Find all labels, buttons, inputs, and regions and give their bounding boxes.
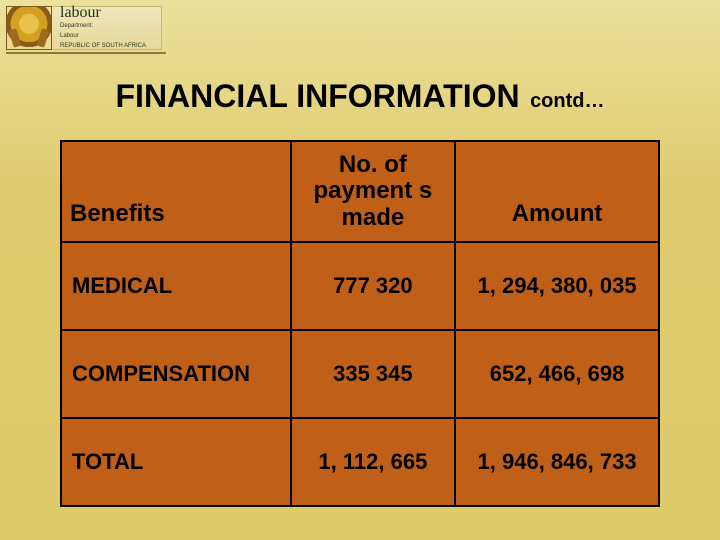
col-header-payments: No. of payment s made (291, 141, 455, 242)
dept-label-block: labour Department: Labour REPUBLIC OF SO… (52, 6, 162, 50)
table-row: TOTAL 1, 112, 665 1, 946, 846, 733 (61, 418, 659, 506)
title-main: FINANCIAL INFORMATION (116, 78, 520, 114)
dept-name: labour (60, 5, 149, 21)
dept-logo-bar: labour Department: Labour REPUBLIC OF SO… (6, 6, 162, 50)
table-row: MEDICAL 777 320 1, 294, 380, 035 (61, 242, 659, 330)
dept-sub3: REPUBLIC OF SOUTH AFRICA (60, 43, 149, 51)
dept-sub1: Department: (60, 23, 149, 31)
header-divider (6, 52, 166, 54)
cell-amount: 652, 466, 698 (455, 330, 659, 418)
cell-amount: 1, 294, 380, 035 (455, 242, 659, 330)
cell-payments: 1, 112, 665 (291, 418, 455, 506)
cell-amount: 1, 946, 846, 733 (455, 418, 659, 506)
cell-benefit: MEDICAL (61, 242, 291, 330)
col-header-benefits: Benefits (61, 141, 291, 242)
slide-title: FINANCIAL INFORMATION contd… (0, 78, 720, 115)
col-header-amount: Amount (455, 141, 659, 242)
title-contd: contd… (530, 90, 604, 112)
cell-payments: 777 320 (291, 242, 455, 330)
financial-table: Benefits No. of payment s made Amount ME… (60, 140, 660, 507)
coat-of-arms-icon (6, 6, 52, 50)
cell-benefit: COMPENSATION (61, 330, 291, 418)
dept-sub2: Labour (60, 33, 149, 41)
table-header-row: Benefits No. of payment s made Amount (61, 141, 659, 242)
cell-payments: 335 345 (291, 330, 455, 418)
table-row: COMPENSATION 335 345 652, 466, 698 (61, 330, 659, 418)
cell-benefit: TOTAL (61, 418, 291, 506)
